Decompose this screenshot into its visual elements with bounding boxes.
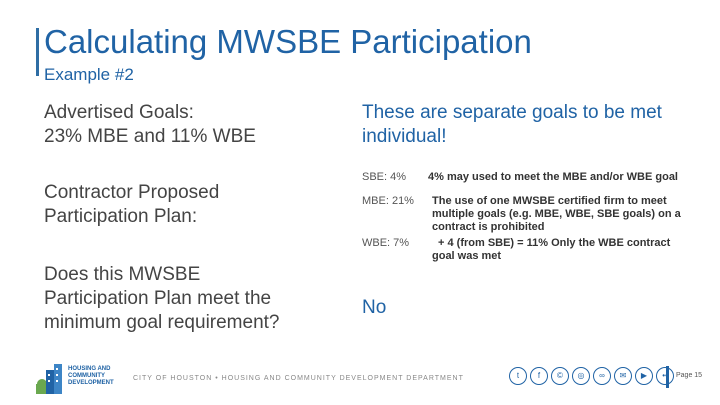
link-icon[interactable]: ∞ bbox=[593, 367, 611, 385]
page-number: Page 15 bbox=[676, 372, 703, 379]
youtube-icon[interactable]: ▶ bbox=[635, 367, 653, 385]
logo-text-line2: COMMUNITY bbox=[68, 373, 105, 379]
mbe-note: The use of one MWSBE certified firm to m… bbox=[432, 195, 681, 234]
goal-question-line3: minimum goal requirement? bbox=[44, 312, 280, 333]
footer-department: CITY OF HOUSTON • HOUSING AND COMMUNITY … bbox=[133, 375, 464, 382]
email-icon[interactable]: ✉ bbox=[614, 367, 632, 385]
page-subtitle: Example #2 bbox=[44, 65, 134, 84]
wbe-note-line2: goal was met bbox=[432, 250, 502, 262]
advertised-goals: Advertised Goals: 23% MBE and 11% WBE bbox=[44, 101, 256, 149]
mbe-note-line2: multiple goals (e.g. MBE, WBE, SBE goals… bbox=[432, 208, 681, 220]
page-title: Calculating MWSBE Participation bbox=[44, 23, 532, 60]
advertised-goals-line2: 23% MBE and 11% WBE bbox=[44, 126, 256, 147]
footer-divider-bar bbox=[666, 366, 669, 388]
title-accent-bar bbox=[36, 28, 39, 76]
flickr-icon[interactable]: •• bbox=[656, 367, 674, 385]
sbe-note: 4% may used to meet the MBE and/or WBE g… bbox=[428, 171, 678, 183]
separate-goals-line1: These are separate goals to be met bbox=[362, 102, 662, 123]
hcd-logo: HOUSING AND COMMUNITY DEVELOPMENT bbox=[34, 356, 114, 396]
sbe-label: SBE: 4% bbox=[362, 171, 407, 183]
logo-text-line1: HOUSING AND bbox=[68, 366, 111, 372]
answer-no: No bbox=[362, 297, 387, 318]
logo-text-line3: DEVELOPMENT bbox=[68, 380, 114, 386]
proposed-plan-line1: Contractor Proposed bbox=[44, 182, 220, 203]
separate-goals-line2: individual! bbox=[362, 126, 447, 147]
wbe-note-line1: + 4 (from SBE) = 11% Only the WBE contra… bbox=[438, 237, 671, 249]
facebook-icon[interactable]: f bbox=[530, 367, 548, 385]
goal-question: Does this MWSBE Participation Plan meet … bbox=[44, 263, 280, 335]
twitter-icon[interactable]: t bbox=[509, 367, 527, 385]
wbe-label: WBE: 7% bbox=[362, 237, 410, 249]
advertised-goals-line1: Advertised Goals: bbox=[44, 102, 194, 123]
hcd-logo-icon bbox=[36, 364, 62, 394]
mbe-note-line1: The use of one MWSBE certified firm to m… bbox=[432, 195, 667, 207]
copyright-icon[interactable]: © bbox=[551, 367, 569, 385]
proposed-plan-line2: Participation Plan: bbox=[44, 206, 198, 227]
goal-question-line2: Participation Plan meet the bbox=[44, 288, 272, 309]
instagram-icon[interactable]: ◎ bbox=[572, 367, 590, 385]
goal-question-line1: Does this MWSBE bbox=[44, 264, 201, 285]
mbe-label: MBE: 21% bbox=[362, 195, 414, 207]
separate-goals-heading: These are separate goals to be met indiv… bbox=[362, 101, 702, 149]
wbe-note: + 4 (from SBE) = 11% Only the WBE contra… bbox=[432, 237, 670, 263]
proposed-plan-label: Contractor Proposed Participation Plan: bbox=[44, 181, 219, 229]
social-icons: t f © ◎ ∞ ✉ ▶ •• bbox=[509, 367, 674, 385]
mbe-note-line3: contract is prohibited bbox=[432, 221, 545, 233]
